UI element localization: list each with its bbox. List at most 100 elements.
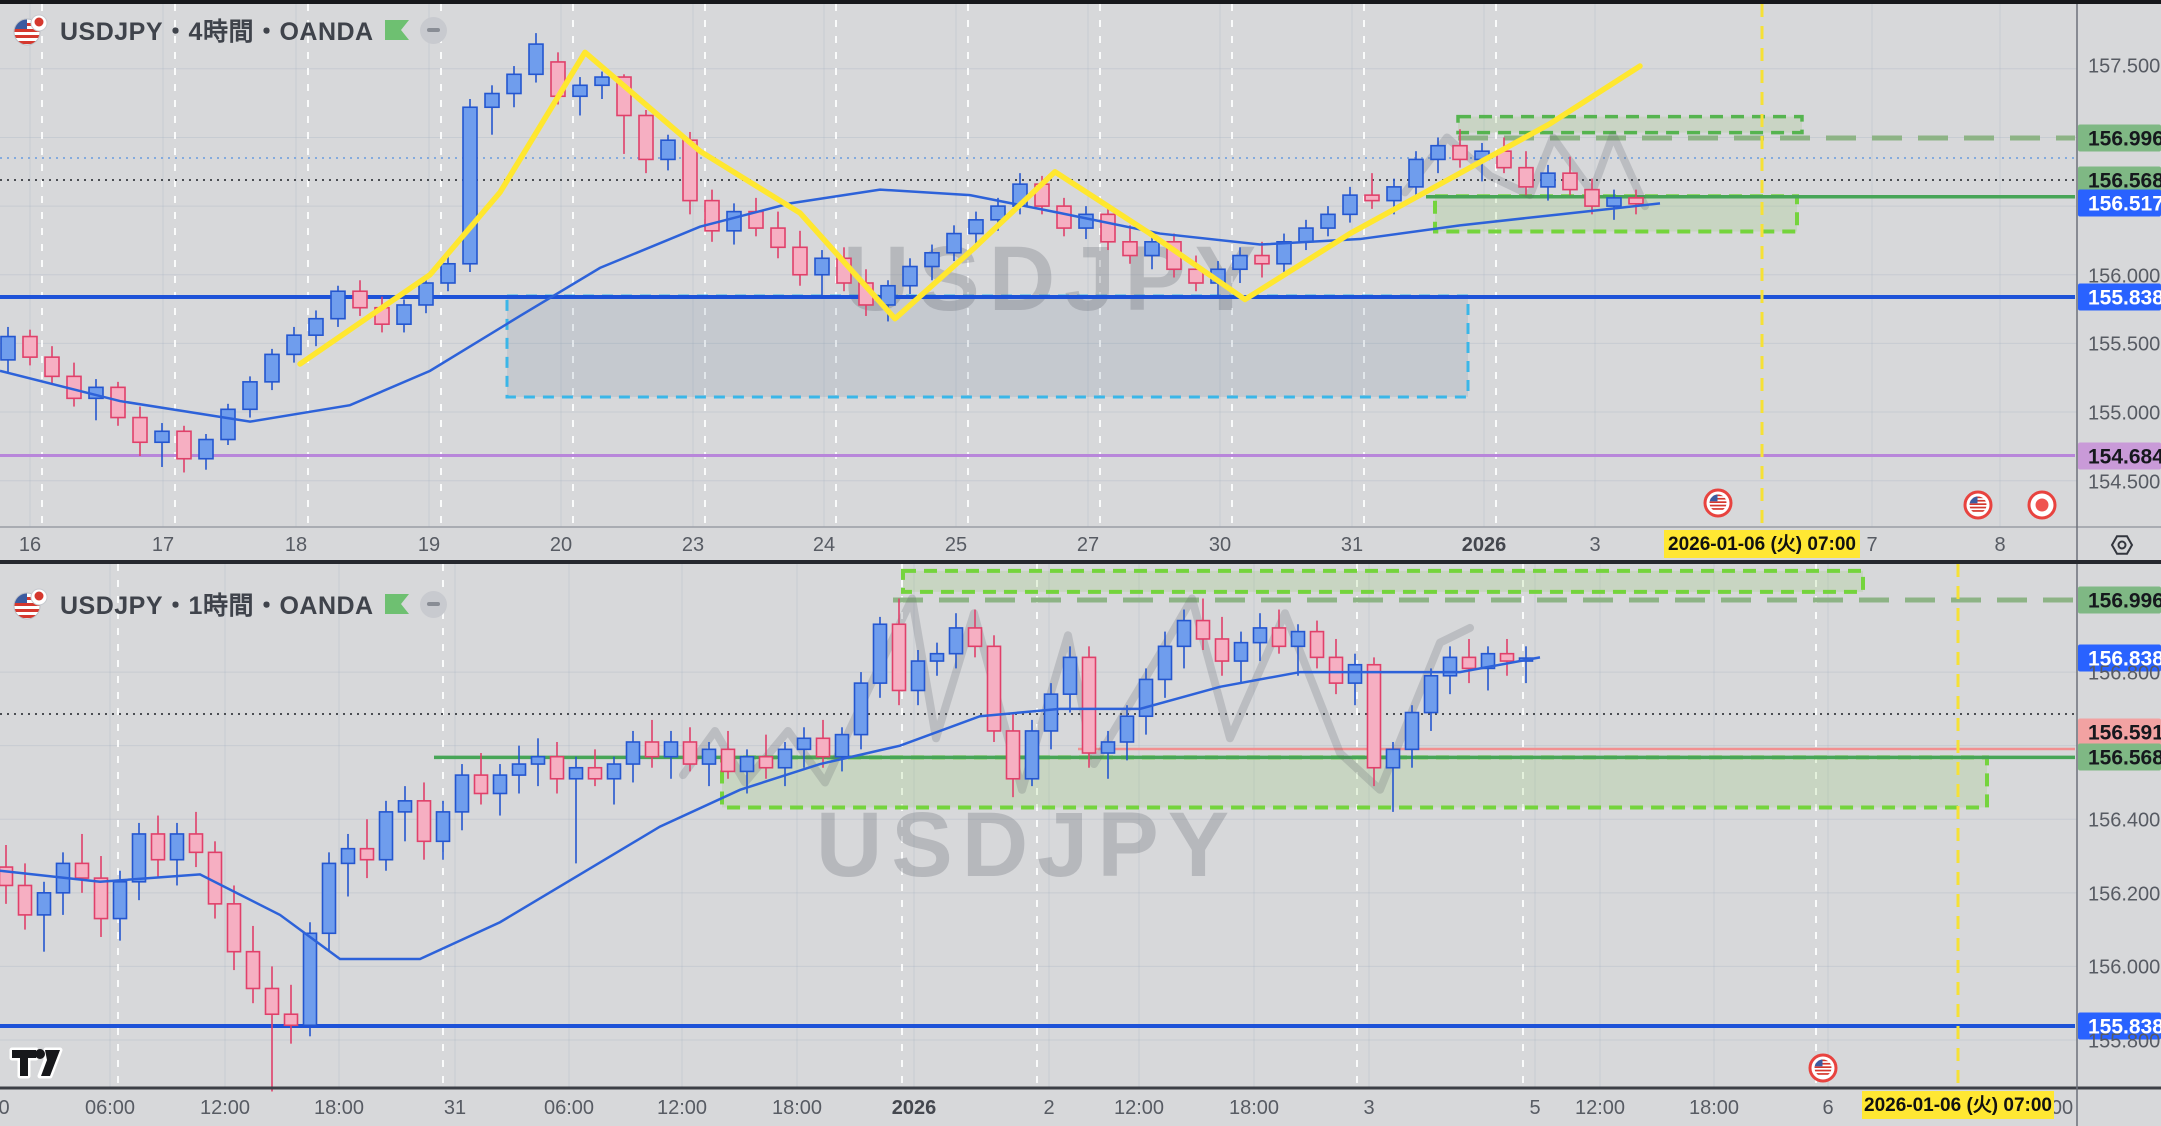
time-label: 31 — [444, 1097, 466, 1119]
time-label: 2026 — [1462, 534, 1507, 556]
time-label: 7 — [1866, 534, 1877, 556]
chart-root-0: USDJPY157.500156.996156.568156.517156.00… — [0, 4, 2161, 560]
price-label: 156.996 — [2088, 590, 2161, 613]
price-label: 156.200 — [2088, 884, 2160, 906]
time-label: 18 — [285, 534, 307, 556]
time-label: 18:00 — [1689, 1097, 1739, 1119]
time-axis[interactable]: 0 06:00 12:00 18:00 31 06:00 12:00 18:00 2026 2 12… — [0, 1091, 2073, 1119]
price-label: 157.500 — [2088, 56, 2160, 78]
time-label: 12:00 — [657, 1097, 707, 1119]
price-badge-156.568 — [2078, 743, 2161, 771]
alert-time-badge-label: 2026-01-06 (火) 07:00 — [1864, 1094, 2052, 1116]
price-label: 156.591 — [2088, 722, 2161, 745]
price-label: 156.996 — [2088, 128, 2161, 151]
price-label: 156.517 — [2088, 193, 2161, 216]
symbol-watermark: USDJPY — [816, 794, 1238, 896]
chart-4h-svg[interactable]: USDJPY157.500156.996156.568156.517156.00… — [0, 4, 2161, 560]
time-axis[interactable]: 16 17 18 19 20 23 24 25 27 30 31 2026 3 7 8 2026-01-06 … — [19, 530, 2006, 558]
alert-time-badge-label: 2026-01-06 (火) 07:00 — [1668, 533, 1856, 555]
price-label: 156.800 — [2088, 663, 2160, 685]
grid-layer — [0, 564, 2077, 1088]
price-label: 155.800 — [2088, 1031, 2160, 1053]
time-label: 0 — [0, 1097, 10, 1119]
price-badge-156.591 — [2078, 718, 2161, 746]
ghost-path-drawing[interactable] — [1401, 130, 1649, 211]
price-label: 156.000 — [2088, 266, 2160, 288]
zigzag-drawing[interactable] — [297, 49, 1643, 367]
time-label: 5 — [1529, 1097, 1540, 1119]
usdjpy-pair-flag-icon — [13, 14, 48, 46]
hide-indicator-icon[interactable] — [419, 590, 447, 618]
price-label: 155.838 — [2088, 1016, 2161, 1039]
time-label: 12:00 — [1114, 1097, 1164, 1119]
price-label: 155.000 — [2088, 403, 2160, 425]
candles-layer — [0, 33, 1644, 473]
levels-layer — [0, 135, 2075, 457]
time-label: 19 — [418, 534, 440, 556]
time-label: 3 — [1589, 534, 1600, 556]
price-label: 156.568 — [2088, 747, 2161, 770]
price-label: 154.500 — [2088, 472, 2160, 494]
panel-divider[interactable] — [0, 560, 2161, 564]
time-label: 06:00 — [544, 1097, 594, 1119]
supply-zone-upper[interactable] — [901, 568, 1865, 594]
time-label: 31 — [1341, 534, 1363, 556]
time-label: 18:00 — [1229, 1097, 1279, 1119]
us-flag-event-icon[interactable] — [1963, 490, 1993, 520]
time-label: 12:00 — [200, 1097, 250, 1119]
time-label: 20 — [550, 534, 572, 556]
price-badge-156.996 — [2078, 124, 2161, 152]
zones-layer — [720, 568, 1989, 810]
price-label: 154.684 — [2088, 446, 2161, 469]
tradingview-logo[interactable] — [8, 1042, 72, 1084]
price-label: 155.838 — [2088, 287, 2161, 310]
price-label: 156.568 — [2088, 170, 2161, 193]
time-label: 18:00 — [772, 1097, 822, 1119]
time-label: 27 — [1077, 534, 1099, 556]
time-label: 18:00 — [314, 1097, 364, 1119]
price-label: 156.838 — [2088, 648, 2161, 671]
watchlist-flag-icon[interactable] — [384, 18, 410, 42]
price-badge-155.838 — [2078, 283, 2161, 311]
chart-title-4h[interactable]: USDJPY・4時間・OANDA — [60, 18, 374, 46]
time-label: 3 — [1363, 1097, 1374, 1119]
chart-4h-title-row: USDJPY・4時間・OANDA — [12, 12, 447, 48]
usdjpy-pair-flag-icon — [13, 588, 48, 620]
watchlist-flag-icon[interactable] — [384, 592, 410, 616]
time-label: 16 — [19, 534, 41, 556]
price-badge-156.568 — [2078, 166, 2161, 194]
time-label: 30 — [1209, 534, 1231, 556]
chart-title-1h[interactable]: USDJPY・1時間・OANDA — [60, 592, 374, 620]
hide-indicator-icon[interactable] — [419, 16, 447, 44]
price-badge-156.517 — [2078, 189, 2161, 217]
supply-zone-upper[interactable] — [1456, 114, 1804, 135]
price-badge-154.684 — [2078, 442, 2161, 470]
ma-line[interactable] — [0, 656, 1541, 961]
ma-line[interactable] — [0, 188, 1661, 423]
time-label: 2 — [1043, 1097, 1054, 1119]
chart-1h-title-row: USDJPY・1時間・OANDA — [12, 586, 447, 622]
us-flag-event-icon[interactable] — [1808, 1053, 1838, 1083]
window-top-edge — [0, 0, 2161, 4]
us-flag-event-icon[interactable] — [1703, 488, 1733, 518]
axis-settings-icon[interactable] — [2110, 535, 2134, 555]
time-label: 6 — [1822, 1097, 1833, 1119]
time-label: 12:00 — [1575, 1097, 1625, 1119]
price-badge-156.838 — [2078, 644, 2161, 672]
event-record-icon[interactable] — [2027, 490, 2057, 520]
selection-box[interactable] — [505, 294, 1470, 399]
alert-time-badge — [1862, 1091, 2054, 1119]
time-label: 06:00 — [85, 1097, 135, 1119]
price-label: 156.000 — [2088, 957, 2160, 979]
time-label: 23 — [682, 534, 704, 556]
demand-zone-main[interactable] — [720, 755, 1989, 810]
zones-layer — [505, 114, 1804, 399]
price-badge-155.838 — [2078, 1012, 2161, 1040]
time-label: 2026 — [892, 1097, 937, 1119]
price-label: 155.500 — [2088, 334, 2160, 356]
